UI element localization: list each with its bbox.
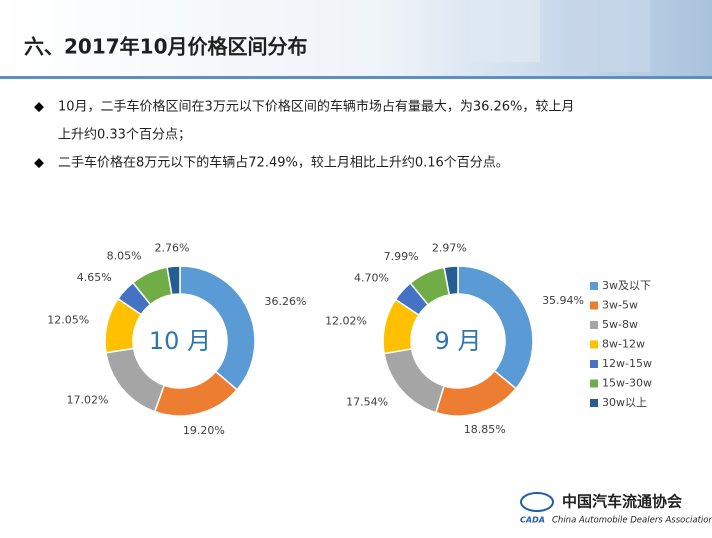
donut-slice [457,265,534,390]
bullet-marker: ◆ [34,100,44,115]
value-label: 35.94% [542,294,584,307]
legend-swatch [590,282,598,290]
logo: CADA 中国汽车流通协会 China Automobile Dealers A… [520,492,712,526]
bullet-text: 10月，二手车价格区间在3万元以下价格区间的车辆市场占有量最大，为36.26%，… [58,99,574,115]
legend-swatch [590,301,598,310]
legend-label: 30w以上 [602,396,647,409]
legend-label: 3w-5w [602,299,638,312]
legend-swatch [590,399,598,407]
legend-label: 15w-30w [602,377,652,390]
center-label: 9 月 [435,327,482,355]
value-label: 4.65% [77,271,112,284]
header-decor [560,0,650,72]
donut-slice [179,265,256,391]
legend-swatch [590,321,598,329]
legend-label: 12w-15w [602,357,652,370]
value-label: 12.05% [47,314,89,327]
center-label: 10 月 [149,327,211,355]
donut-slice [383,348,446,414]
value-label: 2.76% [154,241,189,254]
logo-name: 中国汽车流通协会 [562,493,682,511]
donut-slice [166,265,181,296]
bullet-text: 二手车价格在8万元以下的车辆占72.49%，较上月相比上升约0.16个百分点。 [58,155,509,171]
value-label: 17.02% [66,393,108,406]
value-label: 19.20% [183,424,225,437]
legend-label: 3w及以下 [602,279,651,292]
legend-label: 8w-12w [602,338,645,351]
value-label: 36.26% [264,295,306,308]
value-label: 2.97% [432,241,467,254]
donut-slice [105,347,166,413]
legend-label: 5w-8w [602,318,638,331]
slide-title: 六、2017年10月价格区间分布 [24,35,308,59]
bullet-text: 上升约0.33个百分点； [58,128,191,143]
value-label: 7.99% [384,250,419,263]
legend-swatch [590,340,598,349]
value-label: 17.54% [346,395,388,408]
value-label: 4.70% [354,272,389,285]
logo-abbr: CADA [520,516,545,525]
logo-english: China Automobile Dealers Association [552,516,712,526]
legend-swatch [590,379,598,388]
header-rule [0,76,712,79]
logo-mark [520,492,554,512]
value-label: 18.85% [464,423,506,436]
value-label: 8.05% [107,249,142,262]
value-label: 12.02% [325,315,367,328]
bullet-marker: ◆ [34,156,44,171]
donut-slice [443,265,459,296]
legend-swatch [590,360,598,368]
donut-slice [153,370,239,417]
header-decor [470,0,540,62]
